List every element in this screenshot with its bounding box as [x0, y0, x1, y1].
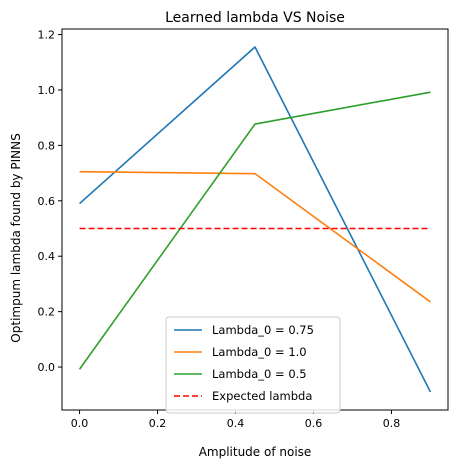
x-tick-label: 0.4 [227, 417, 245, 430]
x-tick-label: 0.8 [383, 417, 401, 430]
legend-label-1: Lambda_0 = 0.75 [212, 323, 314, 337]
legend-label-4: Expected lambda [212, 389, 312, 403]
y-tick-label: 0.0 [38, 361, 56, 374]
y-tick-label: 1.0 [38, 84, 56, 97]
legend-label-2: Lambda_0 = 1.0 [212, 345, 307, 359]
y-tick-label: 0.8 [38, 139, 56, 152]
legend: Lambda_0 = 0.75 Lambda_0 = 1.0 Lambda_0 = … [165, 316, 341, 414]
legend-box [165, 316, 341, 414]
x-tick-label: 0.0 [71, 417, 89, 430]
x-tick-label: 0.2 [149, 417, 167, 430]
y-axis-label: Optimpum lambda found by PINNS [9, 133, 23, 342]
series-line-3 [78, 91, 431, 370]
x-tick-label: 0.6 [305, 417, 323, 430]
y-tick-label: 0.4 [38, 250, 56, 263]
x-axis-label: Amplitude of noise [199, 445, 312, 459]
plot-area [78, 46, 432, 393]
y-tick-label: 1.2 [38, 29, 56, 42]
legend-label-3: Lambda_0 = 0.5 [212, 367, 307, 381]
series-line-1 [79, 46, 432, 393]
series-line-2 [79, 170, 431, 303]
y-tick-label: 0.6 [38, 195, 56, 208]
chart-title: Learned lambda VS Noise [165, 10, 345, 26]
axes: 0.0 0.2 0.4 0.6 0.8 0.0 0.2 0.4 0.6 0.8 1.0 1.2 [38, 29, 401, 430]
y-tick-label: 0.2 [38, 306, 56, 319]
